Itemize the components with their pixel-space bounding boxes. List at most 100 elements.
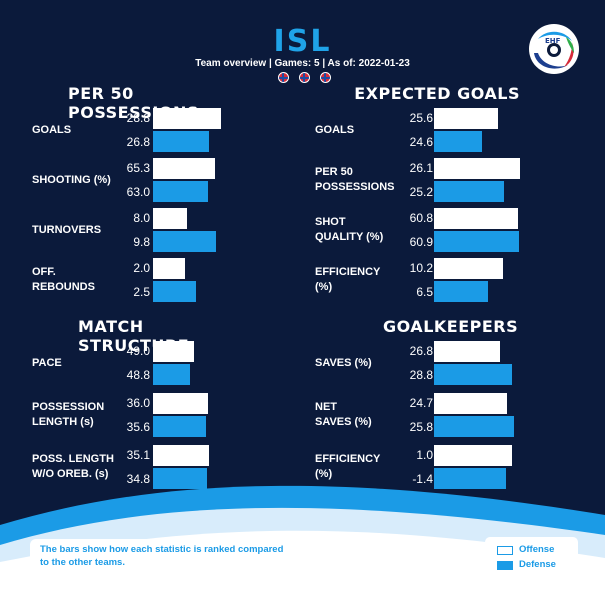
offense-value: 28.8: [126, 111, 150, 125]
stat-label: NET SAVES (%): [315, 400, 372, 430]
section-title: EXPECTED GOALS: [354, 84, 520, 103]
offense-bar: [434, 208, 518, 229]
defense-bar: [153, 281, 196, 302]
offense-bar: [153, 208, 187, 229]
offense-bar: [434, 341, 500, 362]
offense-value: 2.0: [133, 261, 150, 275]
legend-defense-swatch: [497, 561, 513, 570]
stat-label-line: NET: [315, 401, 337, 413]
svg-text:EHF: EHF: [545, 37, 561, 45]
team-code: ISL: [273, 24, 332, 59]
stat-label: GOALS: [32, 123, 71, 138]
stat-label: SHOOTING (%): [32, 173, 111, 188]
stat-label-line: EFFICIENCY: [315, 453, 381, 465]
stat-label-line: QUALITY (%): [315, 231, 384, 243]
stat-label: GOALS: [315, 123, 354, 138]
offense-value: 36.0: [126, 396, 150, 410]
offense-bar: [153, 108, 221, 129]
offense-bar: [434, 393, 507, 414]
defense-value: 25.2: [409, 185, 433, 199]
stat-label-line: POSSESSIONS: [315, 181, 395, 193]
stat-label-line: POSSESSION: [32, 401, 105, 413]
offense-value: 49.0: [126, 344, 150, 358]
defense-bar: [434, 364, 512, 385]
offense-value: 8.0: [133, 211, 150, 225]
legend: Offense Defense: [485, 537, 578, 577]
stat-label: SHOT QUALITY (%): [315, 215, 383, 245]
legend-offense-swatch: [497, 546, 513, 555]
stat-label-line: SHOT: [315, 216, 346, 228]
defense-value: 26.8: [126, 135, 150, 149]
stat-label: PER 50 POSSESSIONS: [315, 165, 394, 195]
defense-bar: [153, 468, 207, 489]
defense-bar: [153, 181, 208, 202]
stat-label-line: POSS. LENGTH: [32, 453, 114, 465]
defense-value: 24.6: [409, 135, 433, 149]
stat-label-line: LENGTH (s): [32, 416, 94, 428]
offense-bar: [153, 393, 208, 414]
stat-label: PACE: [32, 356, 62, 371]
stat-label: POSSESSION LENGTH (s): [32, 400, 104, 430]
defense-value: 9.8: [133, 235, 150, 249]
offense-value: 25.6: [409, 111, 433, 125]
defense-bar: [153, 231, 216, 252]
stat-label: POSS. LENGTH W/O OREB. (s): [32, 452, 114, 482]
stat-label-line: PER 50: [315, 166, 353, 178]
offense-value: 26.1: [409, 161, 433, 175]
defense-value: 28.8: [409, 368, 433, 382]
offense-value: 26.8: [409, 344, 433, 358]
stat-label-line: OFF.: [32, 266, 56, 278]
defense-bar: [434, 231, 519, 252]
offense-value: 65.3: [126, 161, 150, 175]
stat-label: EFFICIENCY (%): [315, 452, 380, 482]
offense-bar: [153, 258, 185, 279]
offense-value: 10.2: [409, 261, 433, 275]
defense-value: 35.6: [126, 420, 150, 434]
offense-bar: [153, 158, 215, 179]
overview-subtitle: Team overview | Games: 5 | As of: 2022-0…: [195, 58, 410, 69]
offense-bar: [434, 258, 503, 279]
defense-bar: [434, 416, 514, 437]
defense-value: 34.8: [126, 472, 150, 486]
offense-value: 24.7: [409, 396, 433, 410]
iceland-flag-icon: [320, 72, 331, 83]
offense-bar: [434, 108, 498, 129]
stat-label: EFFICIENCY (%): [315, 265, 380, 295]
defense-bar: [434, 131, 482, 152]
defense-value: -1.4: [412, 472, 433, 486]
offense-bar: [434, 158, 520, 179]
defense-bar: [434, 281, 488, 302]
defense-value: 6.5: [416, 285, 433, 299]
stat-label-line: GOALS: [315, 123, 355, 136]
legend-offense-label: Offense: [519, 544, 555, 555]
offense-value: 1.0: [416, 448, 433, 462]
stat-label-line: W/O OREB. (s): [32, 468, 109, 480]
defense-bar: [153, 364, 190, 385]
stat-label-line: SAVES (%): [315, 416, 372, 428]
iceland-flag-icon: [299, 72, 310, 83]
offense-bar: [153, 445, 209, 466]
defense-bar: [434, 468, 506, 489]
offense-value: 60.8: [409, 211, 433, 225]
stat-label-line: SHOOTING (%): [32, 173, 111, 186]
defense-bar: [153, 416, 206, 437]
defense-value: 63.0: [126, 185, 150, 199]
defense-bar: [153, 131, 209, 152]
legend-defense-label: Defense: [519, 559, 556, 570]
defense-value: 48.8: [126, 368, 150, 382]
offense-value: 35.1: [126, 448, 150, 462]
defense-bar: [434, 181, 504, 202]
stat-label-line: PACE: [32, 356, 62, 369]
ehf-logo: EHF: [529, 24, 579, 74]
stat-label: OFF. REBOUNDS: [32, 265, 95, 295]
defense-value: 2.5: [133, 285, 150, 299]
defense-value: 25.8: [409, 420, 433, 434]
country-flags: [275, 72, 335, 84]
ranking-note: The bars show how each statistic is rank…: [30, 539, 296, 576]
stat-label-line: GOALS: [32, 123, 72, 136]
stat-label: SAVES (%): [315, 356, 372, 371]
offense-bar: [434, 445, 512, 466]
stat-label-line: (%): [315, 281, 333, 293]
stat-label-line: (%): [315, 468, 333, 480]
